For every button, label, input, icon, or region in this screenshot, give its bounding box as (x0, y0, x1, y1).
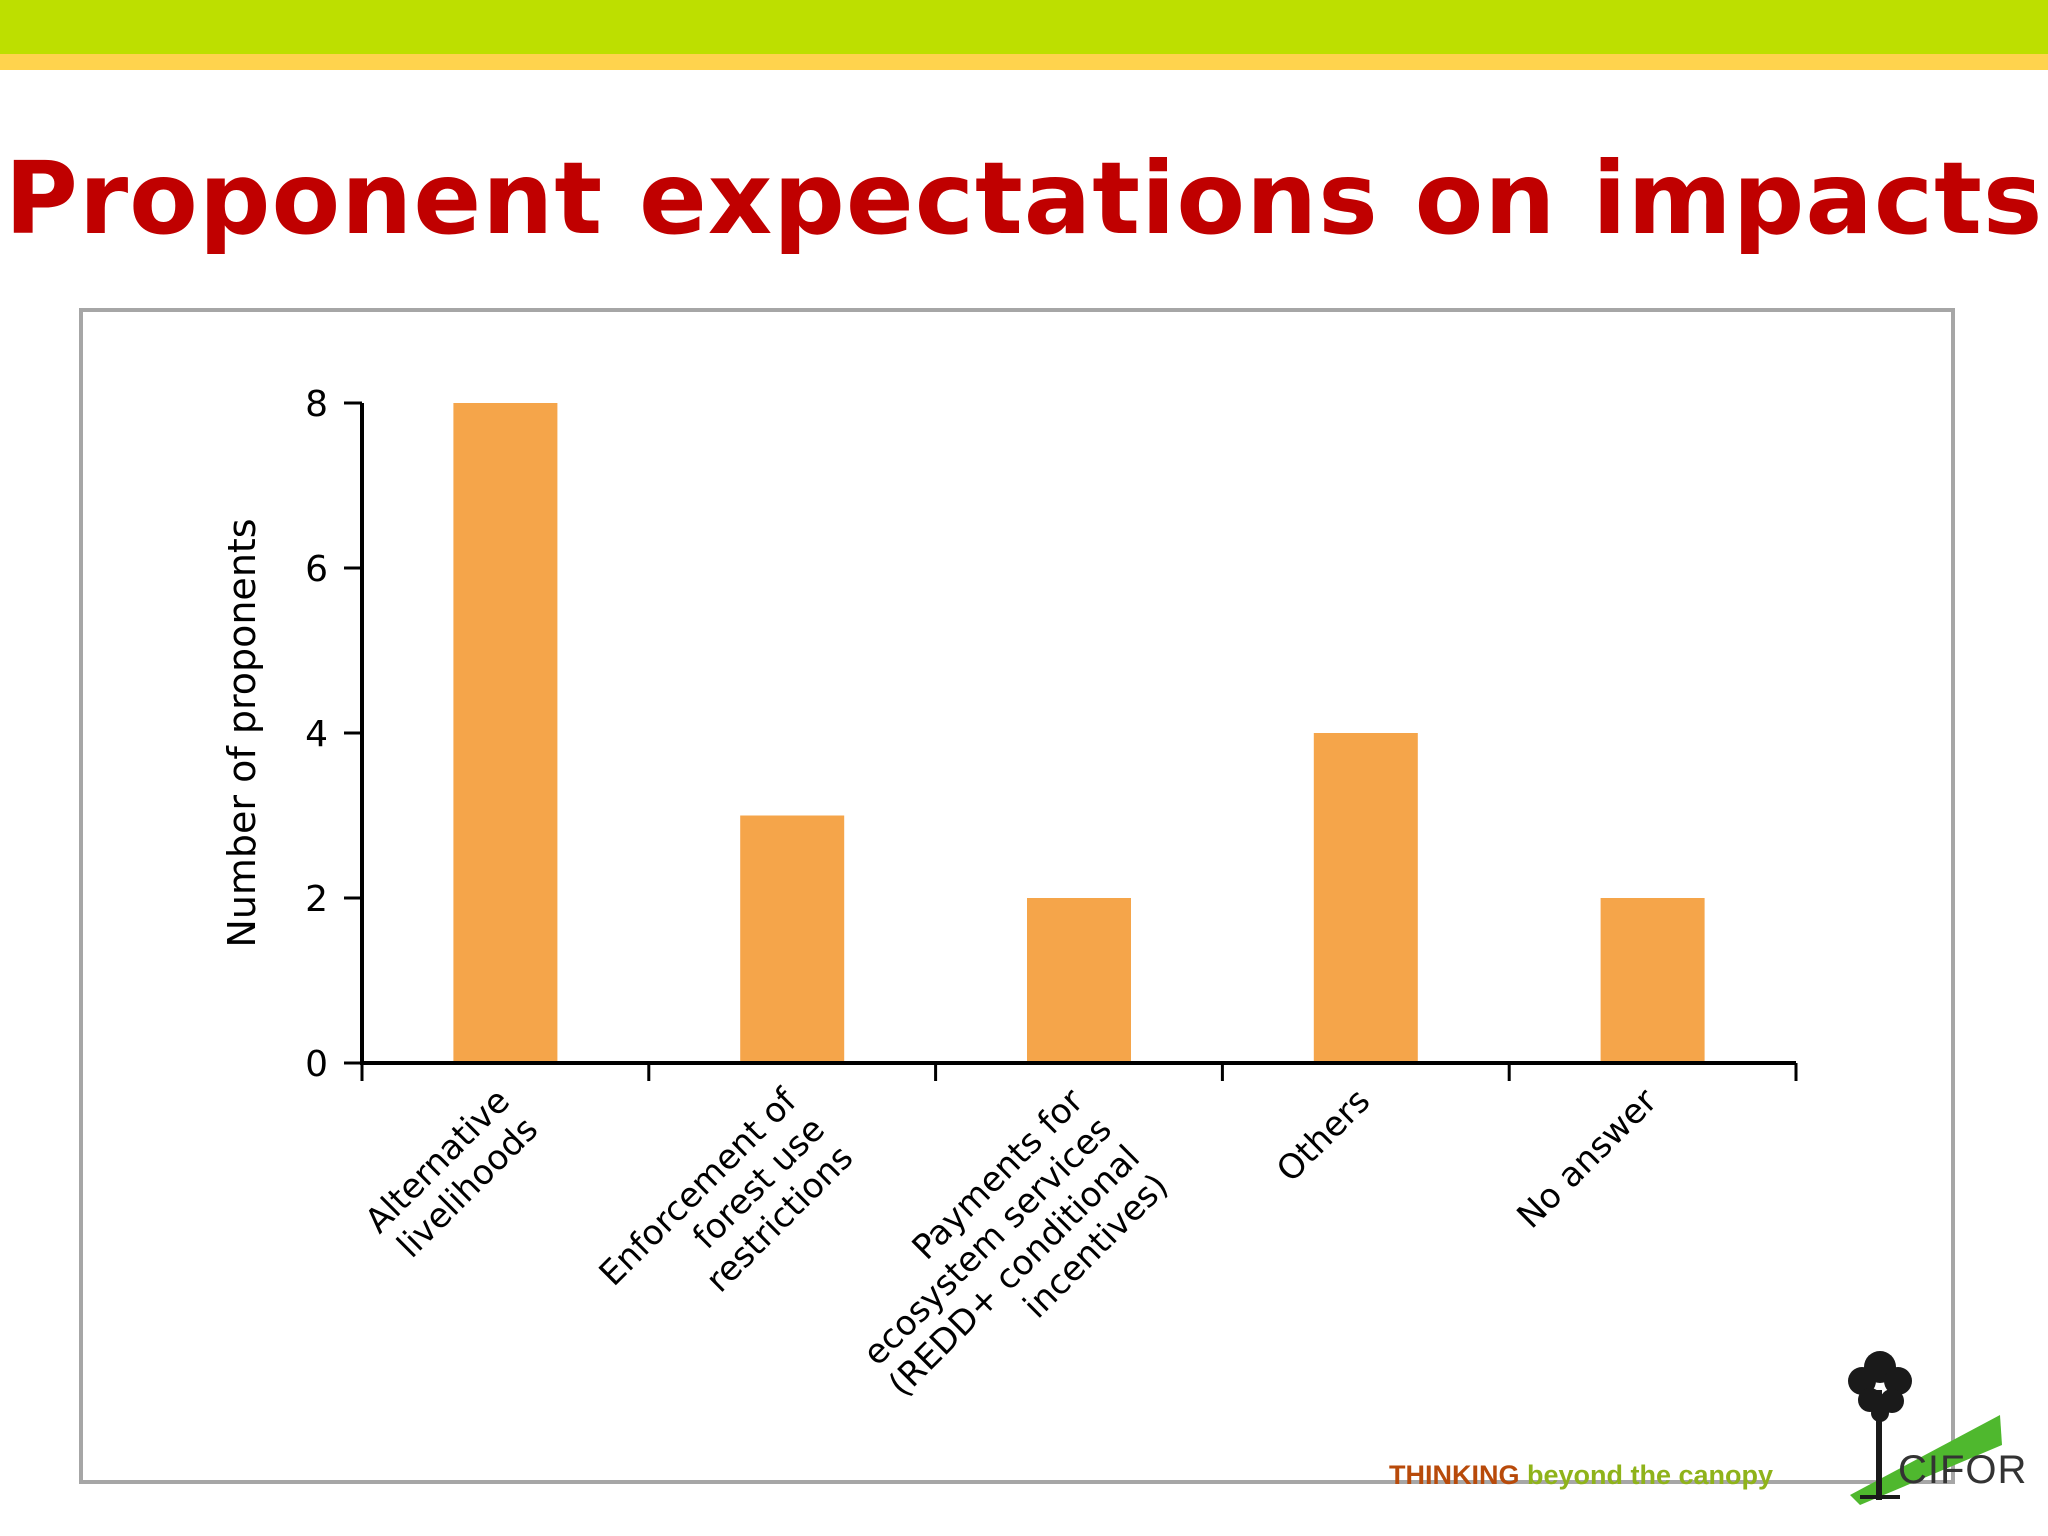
x-tick-label-line: No answer (1509, 1081, 1664, 1236)
top-band-accent (0, 54, 2048, 70)
chart-frame (79, 308, 1955, 1484)
x-tick-label: Others (1269, 1081, 1378, 1190)
y-axis-label: Number of proponents (220, 518, 264, 947)
slide-title: Proponent expectations on impacts (4, 140, 2044, 257)
y-tick-label: 6 (305, 549, 328, 590)
x-tick-label: Payments forecosystem services(REDD+ con… (824, 1081, 1176, 1433)
bar-3 (1313, 733, 1418, 1063)
axes-group (344, 401, 1798, 1081)
y-tick-label: 8 (305, 384, 328, 425)
y-tick-labels: 0 2 4 6 8 (305, 384, 328, 1085)
tagline-rest: beyond the canopy (1519, 1460, 1774, 1490)
x-tick-label: Alternativelivelihoods (358, 1081, 546, 1269)
cifor-logo-icon (1848, 1351, 2002, 1505)
y-tick-label: 2 (305, 879, 328, 920)
y-tick-label: 0 (305, 1044, 328, 1085)
bar-4 (1600, 898, 1705, 1063)
x-tick-label-line: Others (1269, 1081, 1378, 1190)
bar-0 (453, 403, 558, 1063)
bar-2 (1027, 898, 1131, 1063)
x-tick-labels: Alternativelivelihoods Enforcement offore… (358, 1080, 1665, 1433)
tagline: THINKING beyond the canopy (1389, 1460, 1773, 1491)
x-tick-label: No answer (1509, 1081, 1664, 1236)
bars-group (453, 403, 1705, 1063)
tagline-strong: THINKING (1389, 1460, 1520, 1490)
bar-1 (740, 815, 845, 1063)
y-tick-label: 4 (305, 714, 328, 755)
top-band (0, 0, 2048, 54)
x-tick-label: Enforcement offorest userestrictions (592, 1080, 862, 1350)
cifor-logo-text: CIFOR (1898, 1448, 2028, 1492)
